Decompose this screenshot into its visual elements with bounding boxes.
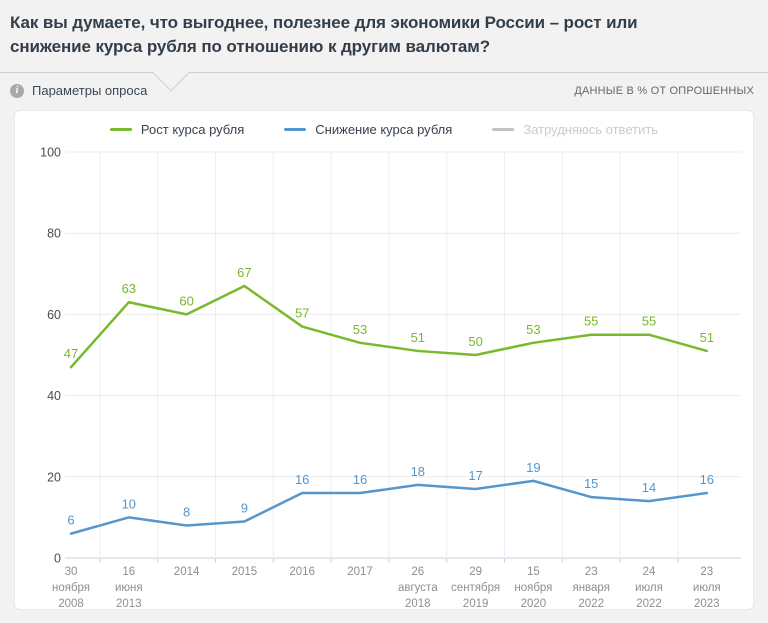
question-title: Как вы думаете, что выгоднее, полезнее д… bbox=[10, 13, 638, 56]
svg-text:18: 18 bbox=[411, 464, 425, 479]
subheader: i Параметры опроса ДАННЫЕ В % ОТ ОПРОШЕН… bbox=[0, 54, 768, 98]
svg-text:2018: 2018 bbox=[405, 598, 431, 609]
svg-text:января: января bbox=[572, 582, 609, 594]
svg-text:29: 29 bbox=[469, 566, 482, 578]
svg-text:июня: июня bbox=[115, 582, 143, 594]
svg-text:0: 0 bbox=[54, 552, 61, 566]
svg-text:ноября: ноября bbox=[514, 582, 552, 594]
svg-text:23: 23 bbox=[700, 566, 713, 578]
header: Как вы думаете, что выгоднее, полезнее д… bbox=[0, 0, 768, 59]
svg-text:55: 55 bbox=[584, 314, 598, 329]
svg-text:2017: 2017 bbox=[347, 566, 373, 578]
svg-text:августа: августа bbox=[398, 582, 438, 594]
units-note: ДАННЫЕ В % ОТ ОПРОШЕННЫХ bbox=[574, 84, 754, 97]
svg-text:16: 16 bbox=[295, 472, 309, 487]
chart-legend: Рост курса рубля Снижение курса рубля Затр… bbox=[15, 122, 753, 137]
svg-text:26: 26 bbox=[411, 566, 424, 578]
legend-item-2[interactable]: Затрудняюсь ответить bbox=[492, 122, 658, 137]
svg-text:14: 14 bbox=[642, 480, 656, 495]
svg-text:63: 63 bbox=[122, 281, 136, 296]
legend-dash-icon bbox=[284, 128, 307, 131]
svg-text:ноября: ноября bbox=[52, 582, 90, 594]
svg-text:15: 15 bbox=[584, 476, 598, 491]
legend-item-0[interactable]: Рост курса рубля bbox=[109, 122, 245, 137]
legend-label: Снижение курса рубля bbox=[315, 122, 453, 137]
legend-item-1[interactable]: Снижение курса рубля bbox=[284, 122, 452, 137]
svg-text:июля: июля bbox=[693, 582, 721, 594]
svg-text:19: 19 bbox=[526, 460, 540, 475]
svg-text:16: 16 bbox=[353, 472, 367, 487]
info-icon: i bbox=[10, 83, 24, 98]
svg-text:9: 9 bbox=[241, 500, 248, 515]
svg-text:16: 16 bbox=[700, 472, 714, 487]
svg-text:2022: 2022 bbox=[578, 598, 604, 609]
svg-text:53: 53 bbox=[526, 322, 540, 337]
svg-text:57: 57 bbox=[295, 306, 309, 321]
svg-text:6: 6 bbox=[67, 513, 74, 528]
survey-params-link[interactable]: i Параметры опроса bbox=[10, 83, 147, 98]
svg-text:15: 15 bbox=[527, 566, 540, 578]
svg-text:67: 67 bbox=[237, 265, 251, 280]
legend-dash-icon bbox=[492, 128, 515, 131]
svg-text:2014: 2014 bbox=[174, 566, 200, 578]
svg-text:8: 8 bbox=[183, 505, 190, 520]
svg-text:55: 55 bbox=[642, 314, 656, 329]
svg-text:51: 51 bbox=[411, 330, 425, 345]
svg-text:17: 17 bbox=[468, 468, 482, 483]
svg-text:июля: июля bbox=[635, 582, 663, 594]
legend-label: Затрудняюсь ответить bbox=[523, 122, 659, 137]
svg-text:51: 51 bbox=[700, 330, 714, 345]
svg-text:23: 23 bbox=[585, 566, 598, 578]
svg-text:2016: 2016 bbox=[289, 566, 315, 578]
chart-svg: 0 20 40 60 80 100 47 63 60 67 57 53 51 50 53 55 55 51 6 10 8… bbox=[40, 146, 741, 609]
chart-card: Рост курса рубля Снижение курса рубля Затр… bbox=[14, 110, 754, 610]
legend-label: Рост курса рубля bbox=[140, 122, 245, 137]
svg-text:47: 47 bbox=[64, 346, 78, 361]
survey-params-label: Параметры опроса bbox=[32, 83, 148, 98]
svg-text:24: 24 bbox=[643, 566, 656, 578]
svg-text:2020: 2020 bbox=[521, 598, 547, 609]
svg-text:20: 20 bbox=[47, 470, 61, 484]
svg-text:2008: 2008 bbox=[58, 598, 84, 609]
svg-text:100: 100 bbox=[40, 146, 61, 160]
svg-text:50: 50 bbox=[468, 334, 482, 349]
svg-text:40: 40 bbox=[47, 389, 61, 403]
svg-text:30: 30 bbox=[65, 566, 78, 578]
svg-text:2019: 2019 bbox=[463, 598, 489, 609]
legend-dash-icon bbox=[109, 128, 132, 131]
svg-text:53: 53 bbox=[353, 322, 367, 337]
svg-text:60: 60 bbox=[179, 293, 193, 308]
svg-text:2022: 2022 bbox=[636, 598, 662, 609]
svg-text:2023: 2023 bbox=[694, 598, 720, 609]
svg-text:60: 60 bbox=[47, 308, 61, 322]
svg-text:2015: 2015 bbox=[232, 566, 258, 578]
svg-text:10: 10 bbox=[122, 496, 136, 511]
svg-text:сентября: сентября bbox=[451, 582, 500, 594]
svg-text:80: 80 bbox=[47, 227, 61, 241]
svg-text:2013: 2013 bbox=[116, 598, 142, 609]
svg-text:16: 16 bbox=[122, 566, 135, 578]
